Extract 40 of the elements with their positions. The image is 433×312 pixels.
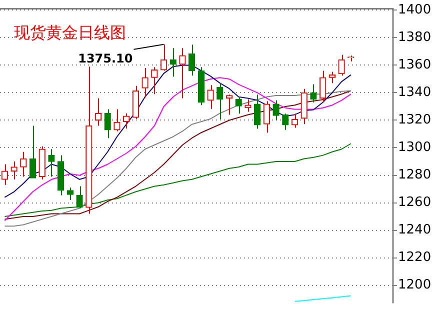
candlestick — [29, 125, 36, 178]
candlestick — [300, 88, 308, 125]
candlestick — [272, 100, 280, 121]
y-tick-label: 1240 — [398, 222, 432, 238]
y-tick-label: 1220 — [398, 250, 432, 266]
y-tick-label: 1400 — [398, 2, 432, 18]
candlestick — [104, 108, 111, 139]
candlestick — [310, 84, 317, 103]
candlestick — [328, 71, 336, 84]
candlestick — [188, 44, 196, 76]
y-tick-label: 1300 — [398, 140, 432, 156]
y-tick-label: 1260 — [398, 195, 432, 210]
candlestick — [94, 98, 102, 126]
candlestick — [66, 187, 74, 201]
candlestick — [291, 113, 298, 128]
candlestick — [170, 48, 176, 78]
candlestick — [198, 66, 205, 106]
y-tick-label: 1380 — [398, 30, 432, 46]
candlestick — [38, 146, 46, 180]
candlestick — [48, 148, 55, 178]
annotation: 1375.10 — [78, 51, 133, 66]
candlestick — [86, 66, 92, 214]
y-tick-label: 1340 — [398, 85, 432, 100]
y-tick-label: 1320 — [398, 112, 432, 128]
y-tick-label: 1280 — [398, 168, 432, 183]
candlestick — [10, 161, 18, 180]
candlestick — [226, 94, 233, 116]
candlestick — [132, 85, 140, 120]
candlestick — [142, 67, 148, 98]
candlestick — [216, 82, 224, 120]
y-tick-label: 1360 — [398, 58, 432, 73]
candlestick — [76, 186, 83, 209]
candlestick — [319, 70, 326, 103]
y-tick-label: 1200 — [398, 278, 432, 293]
candlestick — [254, 94, 261, 130]
candlestick — [338, 54, 345, 76]
candlestick — [263, 100, 270, 134]
candlestick — [57, 154, 64, 196]
text: 现货黄金日线图 — [14, 23, 126, 42]
candlestick — [122, 112, 130, 129]
